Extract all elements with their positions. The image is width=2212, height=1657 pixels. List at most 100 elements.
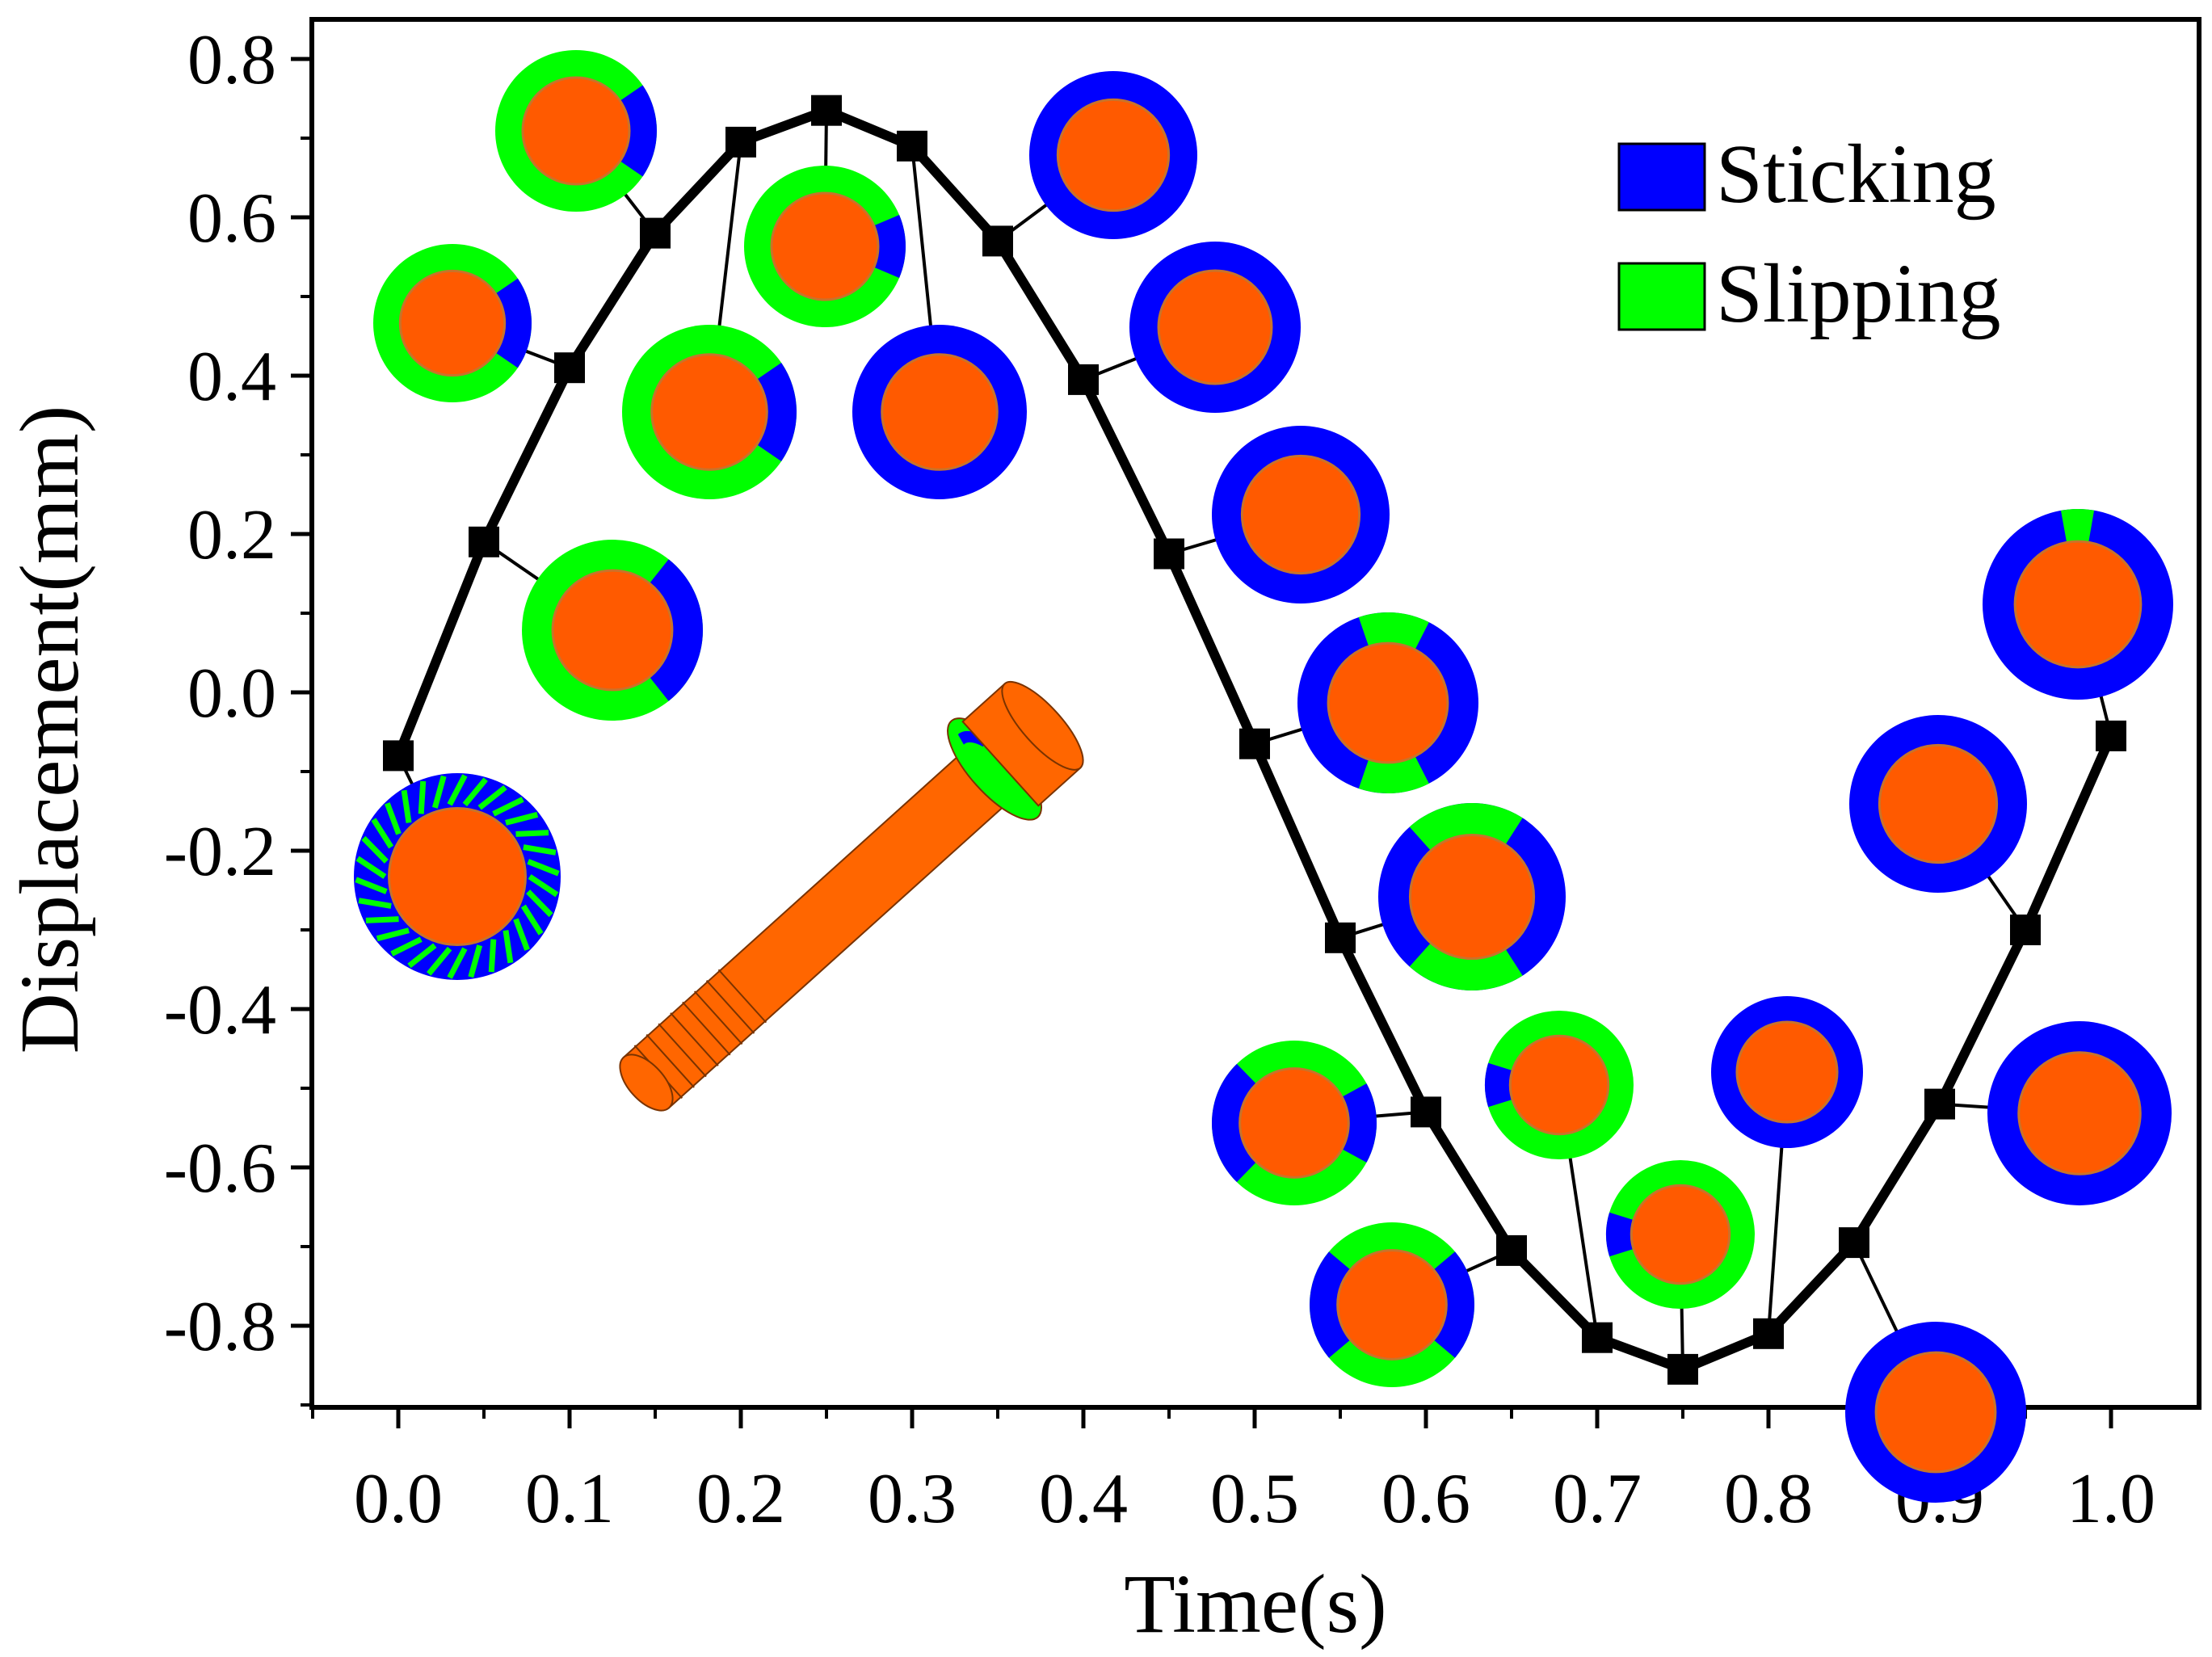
axes: 0.00.10.20.30.40.50.60.70.80.91.00.80.60… [3, 21, 2155, 1651]
slip-tooth [526, 889, 553, 918]
data-point [383, 740, 414, 772]
x-tick-label: 0.4 [1039, 1460, 1128, 1538]
contact-status-disc [622, 325, 797, 499]
contact-status-disc [1212, 1041, 1377, 1205]
slip-tooth [515, 830, 549, 837]
x-tick-label: 1.0 [2067, 1460, 2155, 1538]
x-tick-label: 0.8 [1724, 1460, 1813, 1538]
legend: Sticking Slipping [1617, 128, 2001, 340]
x-tick-label: 0.7 [1553, 1460, 1642, 1538]
contact-status-disc [852, 325, 1027, 499]
data-point [1924, 1088, 1955, 1120]
y-tick-label: -0.8 [164, 1288, 276, 1366]
bolt-core [770, 191, 880, 301]
data-point [725, 126, 756, 158]
contact-status-disc [1029, 71, 1197, 239]
slip-tooth [390, 936, 423, 957]
y-tick-label: 0.0 [187, 654, 276, 733]
bolt-core [1874, 1351, 1997, 1474]
y-tick-label: -0.4 [164, 971, 276, 1049]
contact-status-disc [1212, 426, 1390, 604]
contact-status-disc [373, 244, 532, 402]
data-series [383, 95, 2126, 1385]
slip-tooth [385, 802, 402, 835]
bolt-core [1508, 1034, 1610, 1136]
y-axis-title: Displacement(mm) [3, 406, 96, 1054]
slip-tooth [418, 780, 427, 814]
bolt-core [388, 807, 527, 946]
bolt-core [1630, 1184, 1731, 1285]
bolt-core [398, 269, 507, 377]
bolt-model-inset [619, 680, 1084, 1112]
data-point [640, 217, 671, 249]
data-point [1154, 538, 1184, 570]
bolt-core [2013, 540, 2143, 669]
bolt-core [1735, 1020, 1839, 1124]
contact-insets [354, 50, 2173, 1503]
contact-status-disc [1845, 1322, 2026, 1503]
slip-tooth [447, 774, 468, 806]
slip-tooth [358, 898, 392, 909]
data-point [554, 352, 585, 384]
contact-status-disc [1378, 803, 1566, 990]
y-tick-label: -0.2 [164, 813, 276, 891]
legend-swatch-slipping [1617, 262, 1706, 331]
slip-tooth [401, 789, 412, 823]
slip-tooth [505, 811, 539, 826]
slip-tooth [365, 916, 399, 923]
slip-tooth [528, 874, 559, 898]
data-point [1496, 1234, 1527, 1266]
y-tick-label: 0.6 [187, 179, 276, 258]
slip-tooth [477, 784, 507, 810]
data-point [1753, 1318, 1784, 1349]
x-tick-label: 0.5 [1210, 1460, 1299, 1538]
slip-tooth [371, 818, 394, 849]
slip-tooth [376, 927, 410, 942]
slip-tooth [492, 797, 524, 817]
y-tick-label: 0.4 [187, 338, 276, 416]
bolt-core [1878, 743, 1999, 864]
slip-tooth [462, 777, 488, 807]
bolt-core [1157, 269, 1273, 385]
slip-tooth [527, 859, 560, 877]
data-point [811, 95, 842, 126]
contact-status-disc [1605, 1160, 1755, 1309]
bolt-core [1336, 1249, 1448, 1361]
contact-status-disc [1297, 612, 1478, 793]
data-point [897, 130, 927, 162]
data-point [1582, 1322, 1613, 1353]
legend-label-sticking: Sticking [1716, 128, 1996, 221]
bolt-core [1056, 98, 1171, 212]
data-point [1239, 728, 1270, 759]
slip-tooth [355, 877, 388, 894]
contact-status-disc [1987, 1021, 2172, 1205]
slip-tooth [513, 918, 530, 951]
legend-label-slipping: Slipping [1716, 247, 2001, 340]
contact-status-disc [1485, 1011, 1634, 1159]
slip-tooth [447, 947, 468, 979]
bolt-core [1240, 454, 1361, 575]
slip-tooth [355, 856, 387, 879]
slip-tooth [431, 775, 447, 809]
bolt-core [551, 569, 674, 692]
x-tick-label: 0.1 [525, 1460, 614, 1538]
slip-tooth [503, 930, 514, 964]
bolt-core [2017, 1051, 2142, 1175]
x-tick-label: 0.0 [354, 1460, 443, 1538]
contact-status-disc [1711, 996, 1863, 1148]
x-axis-title: Time(s) [1124, 1558, 1387, 1651]
x-tick-label: 0.6 [1381, 1460, 1470, 1538]
bolt-core [650, 353, 768, 471]
contact-status-disc [495, 50, 657, 212]
y-tick-label: 0.2 [187, 496, 276, 574]
contact-status-disc [1983, 508, 2173, 700]
data-point [1325, 922, 1356, 953]
slip-tooth [520, 904, 544, 936]
x-tick-label: 0.3 [868, 1460, 957, 1538]
contact-status-disc [1310, 1222, 1475, 1387]
y-tick-label: 0.8 [187, 21, 276, 99]
contact-status-disc [1849, 715, 2027, 893]
contact-status-disc [354, 773, 561, 980]
legend-swatch-sticking [1617, 142, 1706, 212]
